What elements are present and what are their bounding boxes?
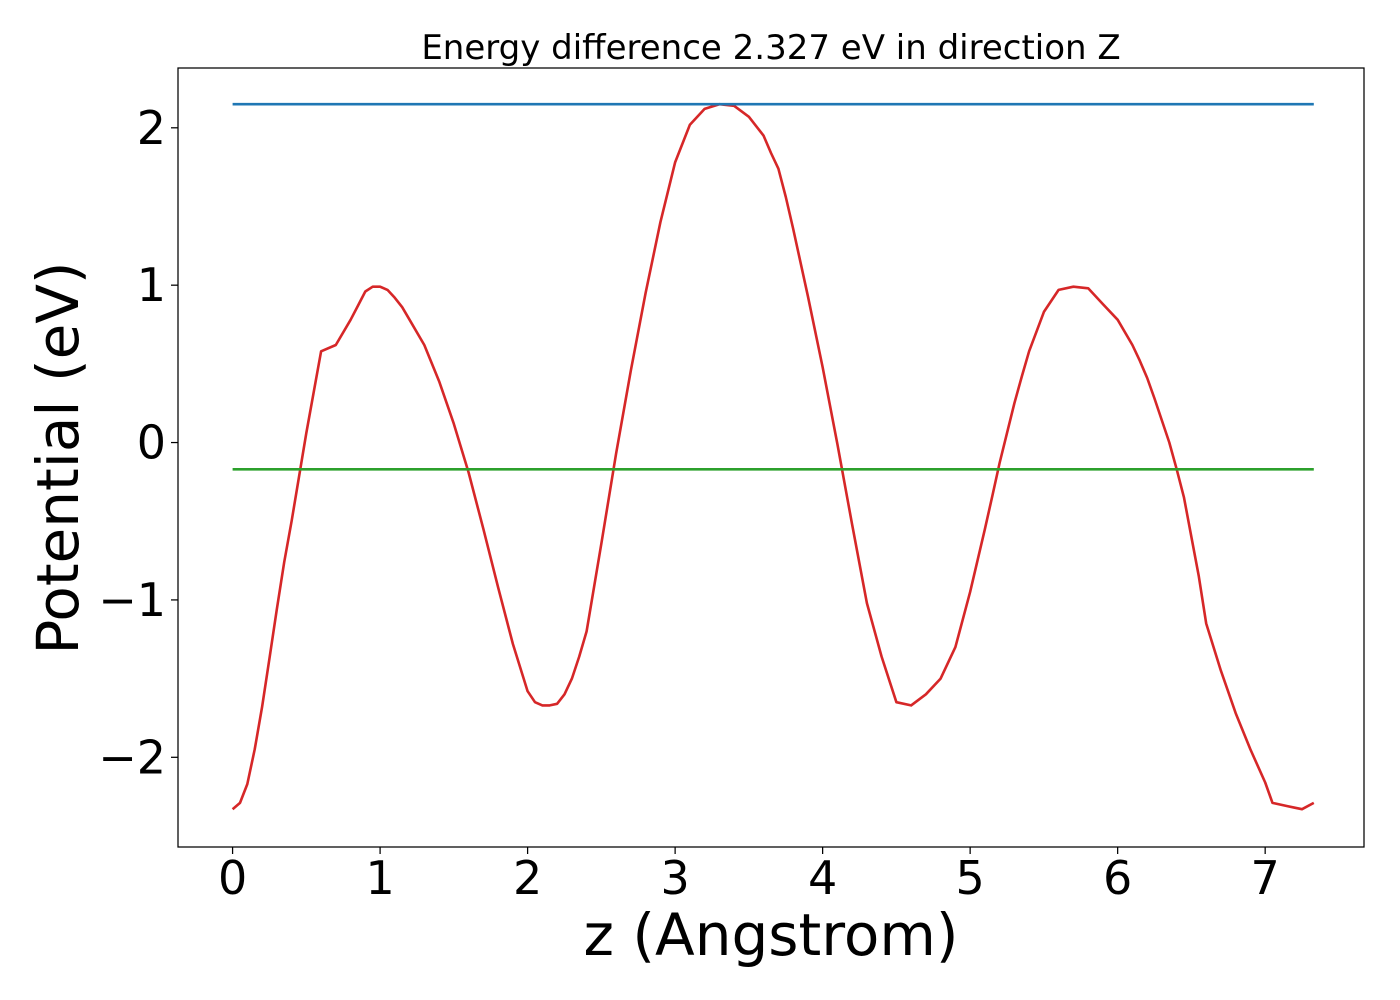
y-axis-label: Potential (eV): [24, 261, 92, 654]
x-tick-label: 4: [808, 851, 837, 905]
y-tick-label: 0: [137, 416, 166, 470]
x-tick-label: 5: [956, 851, 985, 905]
y-tick-label: −2: [98, 730, 166, 784]
series-layer: [231, 102, 1315, 811]
y-tick-label: 2: [137, 101, 166, 155]
y-axis: −2 −1 0 1 2: [98, 101, 178, 784]
y-tick-label: 1: [137, 258, 166, 312]
x-tick-label: 6: [1103, 851, 1132, 905]
x-tick-label: 3: [660, 851, 689, 905]
y-tick-label: −1: [98, 573, 166, 627]
plot-frame: [177, 67, 1365, 848]
x-axis-label: z (Angstrom): [584, 901, 959, 969]
chart-title: Energy difference 2.327 eV in direction …: [421, 28, 1120, 68]
series-line-0: [231, 102, 1315, 811]
x-axis: 0 1 2 3 4 5 6 7: [218, 847, 1280, 905]
x-tick-label: 7: [1251, 851, 1280, 905]
x-tick-label: 2: [513, 851, 542, 905]
x-tick-label: 0: [218, 851, 247, 905]
x-tick-label: 1: [365, 851, 394, 905]
